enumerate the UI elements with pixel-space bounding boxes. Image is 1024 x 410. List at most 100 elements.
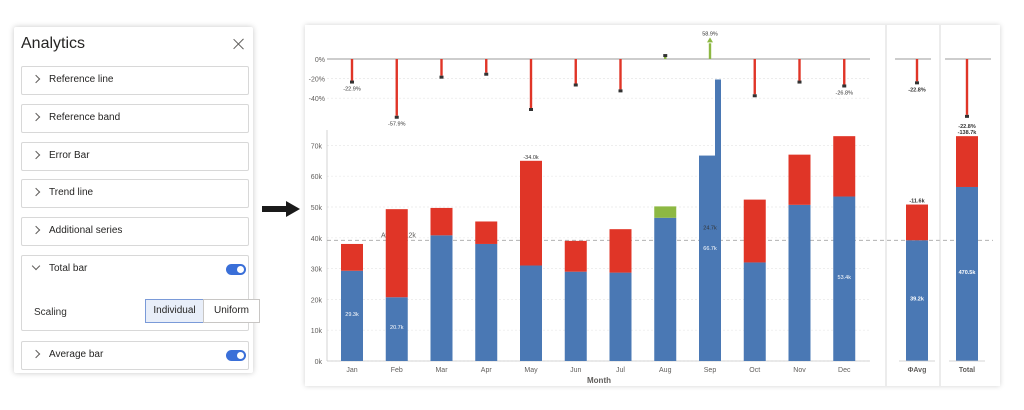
- variance-marker: [842, 84, 847, 88]
- variance-marker: [484, 72, 489, 76]
- variance-marker: [663, 54, 668, 58]
- data-label: 53.4k: [838, 275, 852, 281]
- variance-tick-label: -20%: [309, 77, 325, 84]
- chevron-right-icon: [31, 150, 41, 160]
- chevron-right-icon: [31, 225, 41, 235]
- variance-marker: [752, 94, 757, 98]
- total-label: -11.6k: [909, 199, 925, 205]
- x-tick-label: Oct: [749, 367, 760, 374]
- y-tick-label: 30k: [311, 267, 323, 274]
- bar-base: [520, 265, 542, 361]
- bar-base: [654, 217, 677, 361]
- bar-base: [430, 235, 453, 361]
- y-tick-label: 0k: [315, 359, 323, 366]
- x-tick-label: Mar: [435, 367, 448, 374]
- chevron-right-icon: [31, 349, 41, 359]
- close-icon[interactable]: [232, 37, 246, 51]
- chevron-right-icon: [31, 74, 41, 84]
- bar-base: [475, 243, 498, 361]
- x-tick-label: Feb: [391, 367, 403, 374]
- x-tick-label: Jan: [346, 367, 357, 374]
- variance-marker: [439, 75, 444, 79]
- data-label: -34.0k: [523, 155, 539, 161]
- variance-label: -22.8%: [958, 124, 976, 130]
- panel-title: Analytics: [21, 35, 86, 52]
- bar-delta: [475, 221, 498, 244]
- scaling-uniform-button[interactable]: Uniform: [203, 299, 260, 323]
- x-tick-label: Dec: [838, 367, 851, 374]
- analytics-panel: Analytics Reference line Reference band …: [14, 27, 260, 373]
- total-bar-delta: [956, 136, 978, 187]
- bar-base: [788, 204, 811, 361]
- section-label: Additional series: [49, 225, 123, 236]
- average-bar-toggle[interactable]: [226, 350, 246, 361]
- bar-delta: [833, 136, 856, 197]
- variance-marker: [965, 114, 969, 118]
- x-tick-label: Total: [959, 367, 975, 374]
- y-tick-label: 10k: [311, 328, 323, 335]
- variance-marker: [350, 80, 354, 84]
- bar-delta: [788, 154, 811, 205]
- x-axis-title: Month: [587, 376, 611, 385]
- y-tick-label: 70k: [311, 143, 323, 150]
- variance-marker: [529, 108, 533, 111]
- section-additional-series[interactable]: Additional series: [21, 217, 249, 246]
- variance-bar: [529, 59, 533, 108]
- variance-label: -22.9%: [343, 87, 361, 93]
- variance-marker: [618, 89, 623, 93]
- variance-bar: [664, 56, 667, 59]
- section-reference-line[interactable]: Reference line: [21, 66, 249, 95]
- bar-delta: [430, 207, 453, 236]
- total-bar-toggle[interactable]: [226, 264, 246, 275]
- bar-base: [341, 270, 363, 361]
- section-total-bar: Total bar Scaling Individual Uniform: [21, 255, 260, 331]
- chart-container: 0%-20%-40%0k10k20k30k40k50k60k70kAvg : 3…: [305, 25, 1000, 386]
- bar-base: [833, 196, 856, 361]
- bar-base: [564, 271, 587, 361]
- bar-base: [385, 297, 408, 361]
- chevron-right-icon: [31, 187, 41, 197]
- variance-bar: [753, 59, 756, 95]
- x-tick-label: May: [524, 367, 538, 374]
- scaling-individual-button[interactable]: Individual: [145, 299, 204, 323]
- y-tick-label: 50k: [311, 205, 323, 212]
- total-label: -138.7k: [958, 130, 978, 136]
- chevron-down-icon: [31, 261, 41, 271]
- section-reference-band[interactable]: Reference band: [21, 104, 249, 133]
- variance-bar: [395, 59, 398, 116]
- variance-bar: [708, 43, 712, 59]
- total-bar-header[interactable]: Total bar: [22, 256, 248, 284]
- total-bar-base: [906, 240, 928, 361]
- total-bar-delta: [906, 204, 928, 241]
- variance-marker: [797, 80, 802, 84]
- section-error-bar[interactable]: Error Bar: [21, 142, 249, 171]
- variance-label: -57.9%: [388, 122, 406, 128]
- variance-label: -22.8%: [908, 87, 926, 93]
- bar-base: [743, 262, 766, 361]
- x-tick-label: Jul: [616, 367, 625, 374]
- variance-label: 58.9%: [702, 31, 718, 37]
- variance-marker: [707, 37, 713, 43]
- x-tick-label: Apr: [481, 367, 493, 374]
- total-label: 470.5k: [959, 270, 977, 276]
- variance-bar: [574, 59, 577, 84]
- data-label: 24.7k: [703, 226, 717, 232]
- bar-delta: [520, 160, 542, 266]
- data-label: 29.3k: [345, 312, 359, 318]
- bar-delta: [564, 240, 587, 272]
- variance-bar: [965, 59, 969, 115]
- bar-base: [609, 272, 632, 361]
- x-tick-label: Aug: [659, 367, 672, 374]
- waterfall-chart: 0%-20%-40%0k10k20k30k40k50k60k70kAvg : 3…: [309, 25, 993, 386]
- data-label: 66.7k: [703, 246, 717, 252]
- variance-label: -26.8%: [836, 90, 854, 96]
- section-label: Reference line: [49, 74, 114, 85]
- section-average-bar[interactable]: Average bar: [21, 341, 249, 370]
- section-label: Average bar: [49, 349, 104, 360]
- x-tick-label: Jun: [570, 367, 581, 374]
- variance-tick-label: 0%: [315, 57, 325, 64]
- section-trend-line[interactable]: Trend line: [21, 179, 249, 208]
- bar-delta: [743, 199, 766, 263]
- variance-tick-label: -40%: [309, 96, 325, 103]
- bar-delta: [609, 229, 632, 273]
